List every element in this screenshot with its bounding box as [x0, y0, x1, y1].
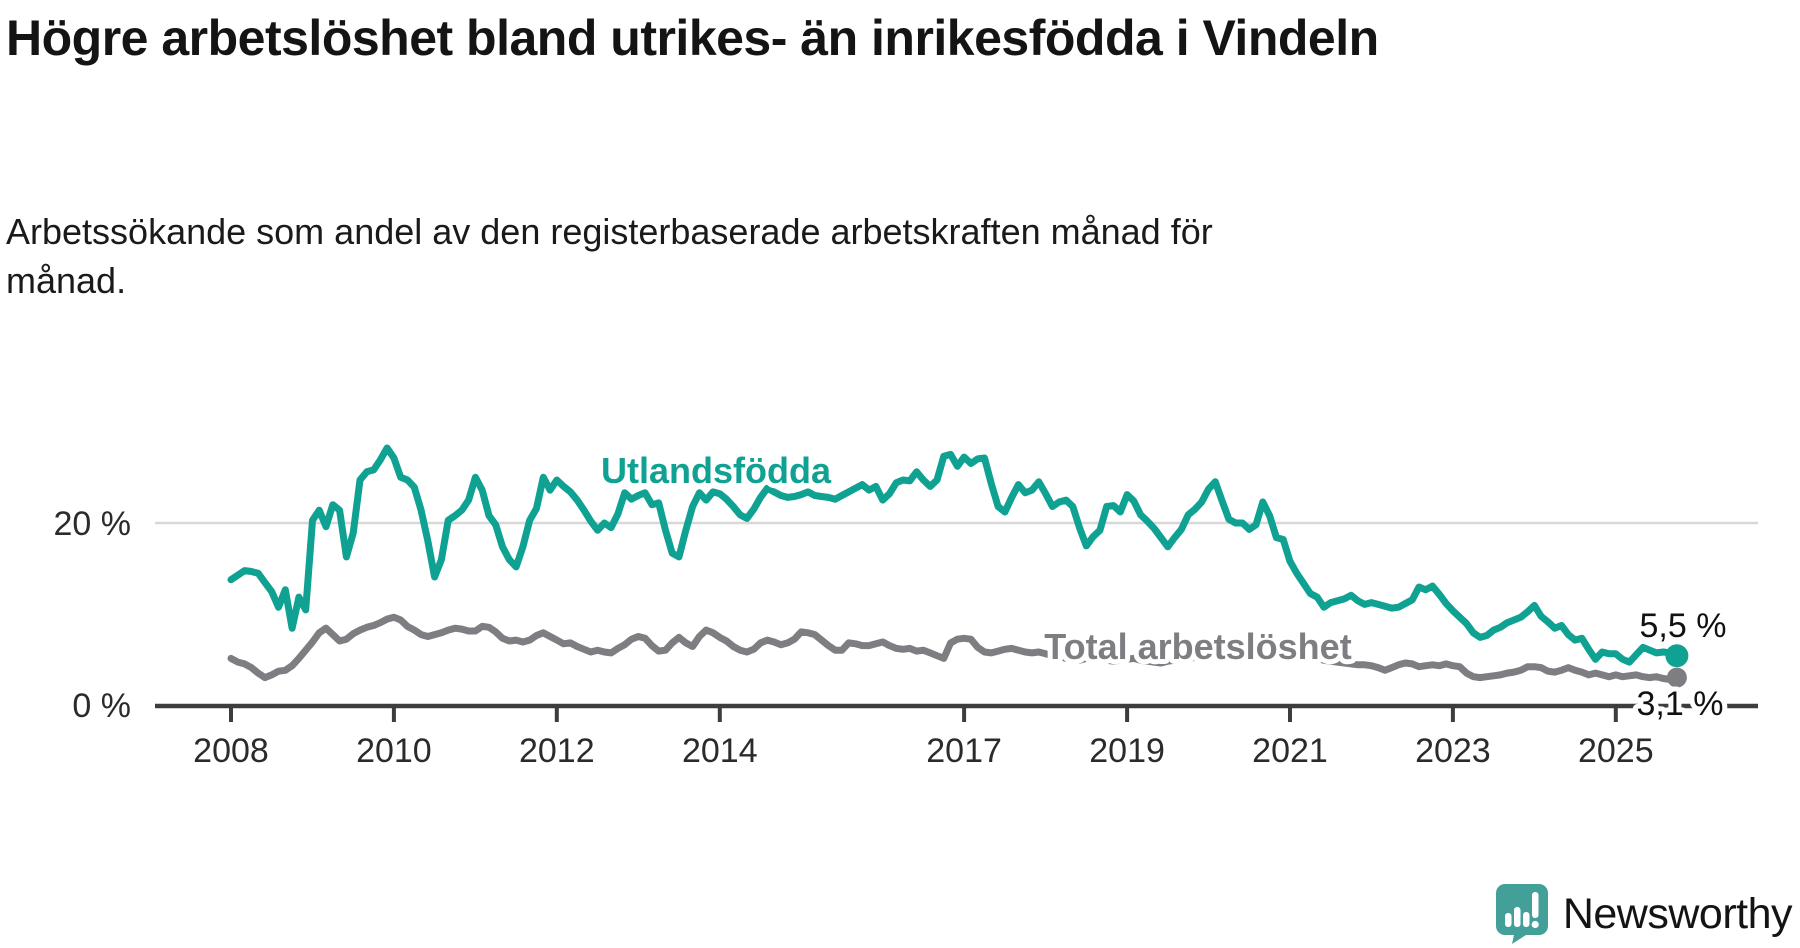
newsworthy-bar-chart-icon	[1495, 884, 1548, 944]
y-axis-label-0: 0 %	[72, 687, 131, 725]
bar-3	[1522, 912, 1530, 927]
exclamation-dot	[1531, 920, 1539, 929]
x-tick-label: 2021	[1252, 732, 1328, 770]
bar-2	[1513, 907, 1521, 927]
chart-subtitle: Arbetssökande som andel av den registerb…	[6, 211, 1213, 301]
x-tick-label: 2019	[1089, 732, 1165, 770]
x-tick-label: 2017	[926, 732, 1002, 770]
endpoint-dot-utlandsfodda	[1665, 644, 1689, 668]
newsworthy-wordmark: Newsworthy	[1562, 889, 1793, 938]
x-tick-label: 2012	[519, 732, 595, 770]
series-line-total-arbetsloshet	[227, 613, 1681, 683]
x-tick-label: 2025	[1578, 732, 1654, 770]
page-title: Högre arbetslöshet bland utrikes- än inr…	[6, 10, 1379, 66]
x-tick-label: 2008	[193, 732, 269, 770]
endpoint-dot-total-arbetsloshet	[1666, 667, 1687, 688]
newsworthy-logo: Newsworthy	[1495, 884, 1793, 944]
end-value-label-total-arbetsloshet: 3,1 %	[1637, 685, 1724, 723]
series-label-total-arbetsloshet: Total arbetslöshet	[1044, 626, 1351, 667]
series-label-utlandsfodda: Utlandsfödda	[601, 450, 832, 491]
x-tick-label: 2023	[1415, 732, 1491, 770]
x-axis-ticks: 2008 2010 2012 2014 2017 2019 2021 2023 2025	[193, 706, 1654, 770]
x-tick-label: 2014	[682, 732, 758, 770]
bar-1	[1504, 913, 1512, 927]
exclamation-bar	[1531, 892, 1539, 918]
x-tick-label: 2010	[356, 732, 432, 770]
y-axis-label-20: 20 %	[54, 505, 132, 543]
series-line-utlandsfodda	[227, 444, 1681, 666]
end-value-label-utlandsfodda: 5,5 %	[1640, 607, 1727, 645]
speech-bubble-shape	[1495, 884, 1548, 944]
